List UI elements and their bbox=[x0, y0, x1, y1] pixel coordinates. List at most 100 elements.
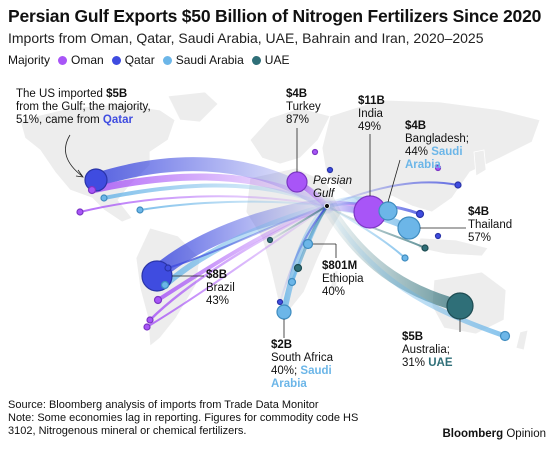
legend-label: Majority bbox=[8, 53, 51, 67]
bubble-small-2 bbox=[100, 194, 108, 202]
bubble-small-18 bbox=[434, 232, 442, 240]
label-india-value: $11B bbox=[358, 95, 385, 107]
note-line-2: 3102, Nitrogenous mineral or chemical fe… bbox=[8, 425, 247, 437]
label-thailand: $4B Thailand 57% bbox=[468, 206, 512, 245]
chart-title: Persian Gulf Exports $50 Billion of Nitr… bbox=[8, 6, 542, 26]
bubble-us bbox=[84, 168, 108, 192]
label-south-africa-country: South Africa bbox=[271, 352, 334, 364]
flow-australia-2 bbox=[324, 203, 508, 339]
flow-map bbox=[19, 91, 541, 351]
flow-africa-6 bbox=[279, 205, 328, 303]
bubble-small-13 bbox=[276, 298, 284, 306]
label-us: The US imported $5B from the Gulf; the m… bbox=[16, 88, 151, 127]
label-turkey: $4B Turkey 87% bbox=[286, 88, 321, 127]
bubble-small-5 bbox=[164, 264, 172, 272]
legend-text-uae: UAE bbox=[264, 53, 290, 67]
bubble-small-1 bbox=[87, 185, 97, 195]
landmass-japan bbox=[473, 149, 487, 177]
bubble-small-11 bbox=[293, 263, 303, 273]
bubble-thailand bbox=[397, 216, 421, 240]
landmass-madagascar bbox=[329, 269, 339, 293]
label-india: $11B India 49% bbox=[358, 95, 385, 134]
label-bangladesh-hl1: Saudi bbox=[431, 146, 463, 158]
bubble-small-21 bbox=[326, 166, 334, 174]
label-thailand-country: Thailand bbox=[468, 219, 513, 231]
flow-us-saudi bbox=[102, 183, 329, 208]
label-australia-hl: UAE bbox=[428, 357, 453, 369]
label-ethiopia-country: Ethiopia bbox=[322, 273, 364, 285]
label-brazil: $8B Brazil 43% bbox=[206, 269, 235, 308]
legend-swatch-qatar bbox=[111, 55, 121, 65]
flow-s-america-2 bbox=[146, 205, 328, 328]
flow-s-america-1 bbox=[148, 204, 329, 322]
legend-item-oman: Oman bbox=[58, 53, 104, 67]
flow-s-america-3 bbox=[167, 205, 328, 269]
bubbles bbox=[76, 148, 511, 342]
legend-item-qatar: Qatar bbox=[111, 53, 155, 67]
landmass-north-america bbox=[19, 103, 176, 223]
landmass-new-zealand bbox=[515, 329, 529, 351]
legend-text-oman: Oman bbox=[71, 53, 104, 67]
label-australia-pct: 31% bbox=[402, 357, 429, 369]
brand-logo: Bloomberg Opinion bbox=[442, 428, 546, 440]
bubble-small-3 bbox=[76, 208, 84, 216]
leader-us-arrow bbox=[75, 169, 84, 178]
bubble-small-16 bbox=[421, 244, 429, 252]
label-us-value: $5B bbox=[106, 88, 128, 100]
flow-us-oman bbox=[88, 173, 331, 210]
label-bangladesh: $4B Bangladesh; 44% Saudi Arabia bbox=[405, 120, 469, 172]
bubble-australia bbox=[446, 292, 474, 320]
label-ethiopia: $801M Ethiopia 40% bbox=[322, 260, 364, 299]
label-india-country: India bbox=[358, 108, 383, 120]
bubble-small-7 bbox=[153, 295, 163, 305]
leader-us bbox=[65, 134, 83, 177]
label-south-africa-value: $2B bbox=[271, 339, 293, 351]
legend: Majority Oman Qatar Saudi Arabia UAE bbox=[8, 53, 289, 67]
label-australia: $5B Australia; 31% UAE bbox=[402, 331, 453, 370]
chart-subtitle: Imports from Oman, Qatar, Saudi Arabia, … bbox=[8, 30, 484, 46]
origin-dot bbox=[324, 203, 330, 209]
label-india-pct: 49% bbox=[358, 121, 382, 133]
label-south-africa-hl1: Saudi bbox=[300, 365, 332, 377]
brand-suffix: Opinion bbox=[506, 428, 546, 440]
label-us-country: Qatar bbox=[102, 114, 133, 126]
bubble-small-10 bbox=[287, 277, 297, 287]
label-brazil-value: $8B bbox=[206, 269, 228, 281]
label-turkey-value: $4B bbox=[286, 88, 308, 100]
legend-swatch-saudi bbox=[162, 55, 172, 65]
label-bangladesh-value: $4B bbox=[405, 120, 427, 132]
bubble-small-20 bbox=[311, 148, 319, 156]
bubble-south-africa bbox=[276, 304, 292, 320]
bubble-bangladesh bbox=[378, 201, 398, 221]
legend-swatch-uae bbox=[251, 55, 261, 65]
legend-item-uae: UAE bbox=[251, 53, 290, 67]
leader-bangladesh bbox=[387, 159, 401, 203]
source-note: Source: Bloomberg analysis of imports fr… bbox=[8, 399, 319, 411]
bubble-small-nz bbox=[499, 330, 511, 342]
flow-asia-2 bbox=[326, 181, 459, 207]
leader-lines bbox=[65, 128, 466, 338]
label-south-africa-hl2: Arabia bbox=[271, 378, 307, 390]
landmass-asia bbox=[321, 99, 541, 219]
label-thailand-value: $4B bbox=[468, 206, 490, 218]
landmass-europe bbox=[249, 107, 331, 165]
brand-name: Bloomberg bbox=[442, 428, 504, 440]
origin-label-line1: Persian bbox=[313, 175, 352, 187]
bubble-small-9 bbox=[143, 323, 151, 331]
landmass-greenland bbox=[167, 91, 219, 123]
label-bangladesh-pct: 44% bbox=[405, 146, 432, 158]
footnotes: Source: Bloomberg analysis of imports fr… bbox=[8, 399, 358, 438]
landmass-indonesia bbox=[417, 237, 489, 257]
bubble-small-19 bbox=[434, 164, 442, 172]
bubble-small-15 bbox=[454, 181, 462, 189]
origin-label-line2: Gulf bbox=[313, 188, 335, 200]
label-brazil-country: Brazil bbox=[206, 282, 235, 294]
bubble-small-4 bbox=[136, 206, 144, 214]
note-line-1: Note: Some economies lag in reporting. F… bbox=[8, 412, 359, 424]
label-australia-country: Australia; bbox=[402, 344, 450, 356]
label-south-africa: $2B South Africa 40%; Saudi Arabia bbox=[271, 339, 333, 391]
label-ethiopia-value: $801M bbox=[322, 260, 358, 272]
origin-label: Persian Gulf bbox=[313, 175, 352, 201]
legend-swatch-oman bbox=[58, 55, 68, 65]
flow-us-oman-2 bbox=[79, 195, 328, 213]
